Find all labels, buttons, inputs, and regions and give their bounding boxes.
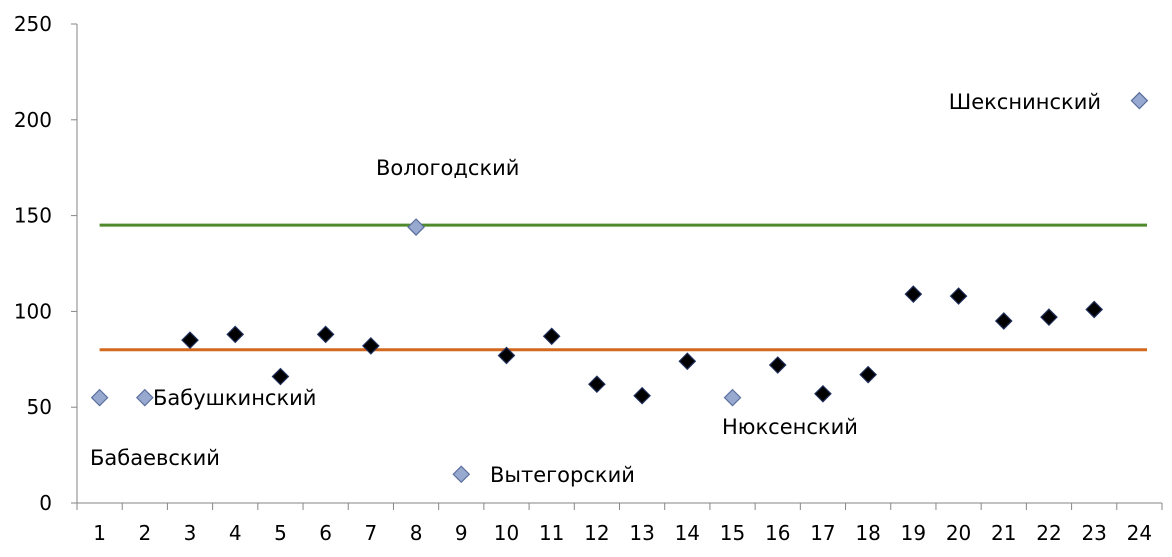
- highlight-point: [452, 465, 471, 484]
- data-points: [90, 91, 1149, 484]
- x-tick-label: 23: [1081, 521, 1106, 545]
- highlight-point: [1130, 91, 1149, 110]
- x-tick-label: 13: [629, 521, 654, 545]
- point-label: Вологодский: [376, 156, 519, 180]
- x-tick-label: 18: [855, 521, 880, 545]
- x-tick-label: 21: [991, 521, 1016, 545]
- highlight-point: [723, 388, 742, 407]
- data-point: [859, 365, 877, 384]
- reference-lines: [99, 223, 1147, 352]
- x-tick-label: 3: [184, 521, 197, 545]
- highlight-point: [407, 218, 425, 236]
- highlight-point: [90, 388, 109, 407]
- data-point: [316, 325, 335, 344]
- data-point: [994, 312, 1013, 330]
- x-tick-label: 14: [675, 521, 700, 545]
- x-tick-label: 7: [364, 521, 377, 545]
- x-tick-label: 10: [494, 521, 519, 545]
- point-label: Нюксенский: [722, 415, 858, 439]
- data-point: [1040, 308, 1058, 326]
- point-label: Бабушкинский: [153, 386, 316, 410]
- data-point: [814, 384, 832, 403]
- data-point: [362, 337, 380, 355]
- data-point: [1085, 300, 1104, 319]
- data-point: [678, 352, 697, 371]
- highlight-point: [135, 388, 154, 407]
- x-tick-label: 20: [946, 521, 971, 545]
- x-tick-label: 2: [138, 521, 151, 545]
- data-point: [542, 327, 561, 346]
- data-point: [226, 325, 245, 344]
- y-tick-label: 150: [14, 204, 52, 228]
- data-point: [181, 331, 199, 349]
- data-point: [949, 287, 968, 305]
- x-tick-label: 12: [584, 521, 609, 545]
- x-tick-label: 6: [319, 521, 332, 545]
- x-tick-label: 17: [810, 521, 835, 545]
- data-point: [904, 285, 923, 304]
- data-point: [768, 356, 787, 374]
- y-tick-label: 0: [39, 491, 52, 515]
- x-tick-label: 15: [720, 521, 745, 545]
- y-tick-label: 50: [27, 395, 52, 419]
- x-tick-label: 1: [93, 521, 106, 545]
- x-tick-label: 5: [274, 521, 287, 545]
- x-tick-label: 9: [455, 521, 468, 545]
- y-tick-label: 250: [14, 12, 52, 36]
- data-point: [588, 375, 606, 394]
- x-tick-label: 24: [1127, 521, 1152, 545]
- data-point: [633, 386, 651, 405]
- data-point: [271, 367, 290, 386]
- x-tick-label: 22: [1036, 521, 1061, 545]
- point-labels: Бабаевский Бабушкинский Вологодский Вытегор…: [90, 90, 1101, 487]
- x-tick-label: 8: [410, 521, 423, 545]
- point-label: Вытегорский: [490, 463, 635, 487]
- point-label: Бабаевский: [90, 446, 220, 470]
- y-tick-label: 200: [14, 108, 52, 132]
- y-tick-label: 100: [14, 299, 52, 323]
- x-tick-label: 11: [539, 521, 564, 545]
- point-label: Шекснинский: [949, 90, 1101, 114]
- x-tick-label: 16: [765, 521, 790, 545]
- data-point: [497, 346, 516, 365]
- x-tick-label: 4: [229, 521, 242, 545]
- x-tick-label: 19: [901, 521, 926, 545]
